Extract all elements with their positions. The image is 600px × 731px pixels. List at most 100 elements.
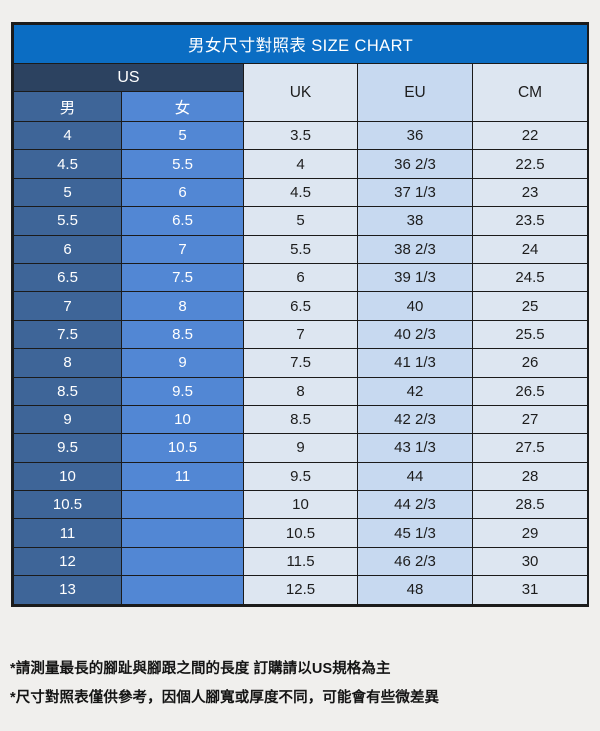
cell-uk: 7 xyxy=(243,319,358,350)
cell-eu: 42 2/3 xyxy=(357,404,473,435)
cell-eu: 39 1/3 xyxy=(357,262,473,293)
cell-eu: 40 2/3 xyxy=(357,319,473,350)
cell-men: 6.5 xyxy=(13,262,122,293)
table-row: 10.5 10 44 2/3 28.5 xyxy=(13,490,589,520)
cell-uk: 3.5 xyxy=(243,120,358,151)
cell-cm: 27.5 xyxy=(471,433,589,463)
cell-cm: 22 xyxy=(471,120,589,151)
column-header-men: 男 xyxy=(13,91,122,122)
column-group-us: US xyxy=(13,63,244,92)
cell-cm: 23.5 xyxy=(471,206,589,236)
cell-eu: 38 2/3 xyxy=(357,234,473,264)
cell-cm: 26.5 xyxy=(471,376,589,406)
footnotes: *請測量最長的腳趾與腳跟之間的長度 訂購請以US規格為主 *尺寸對照表僅供參考，… xyxy=(10,655,594,713)
table-row: 7.5 8.5 7 40 2/3 25.5 xyxy=(13,319,589,350)
cell-cm: 31 xyxy=(471,575,589,605)
cell-eu: 46 2/3 xyxy=(357,546,473,577)
table-row: 4 5 3.5 36 22 xyxy=(13,120,589,151)
cell-cm: 28 xyxy=(471,461,589,492)
cell-men: 7 xyxy=(13,291,122,321)
cell-women: 11 xyxy=(121,461,244,492)
footnote-reference: *尺寸對照表僅供參考，因個人腳寬或厚度不同，可能會有些微差異 xyxy=(10,690,440,706)
cell-women: 6.5 xyxy=(121,206,244,236)
cell-uk: 8.5 xyxy=(243,404,358,435)
cell-men: 9.5 xyxy=(13,433,122,463)
cell-men: 4.5 xyxy=(13,149,122,179)
cell-men: 7.5 xyxy=(13,319,122,350)
cell-eu: 42 xyxy=(357,376,473,406)
cell-men: 5.5 xyxy=(13,206,122,236)
page-title: 男女尺寸對照表 SIZE CHART xyxy=(12,24,589,64)
title-row: 男女尺寸對照表 SIZE CHART xyxy=(12,24,589,64)
cell-men: 8 xyxy=(13,348,122,378)
cell-eu: 43 1/3 xyxy=(357,433,473,463)
cell-uk: 7.5 xyxy=(243,348,358,378)
cell-eu: 38 xyxy=(357,206,473,236)
cell-men: 9 xyxy=(13,404,122,435)
cell-men: 10.5 xyxy=(13,490,122,520)
column-header-uk: UK xyxy=(243,63,358,122)
cell-cm: 24.5 xyxy=(471,262,589,293)
cell-eu: 41 1/3 xyxy=(357,348,473,378)
cell-uk: 9 xyxy=(243,433,358,463)
cell-women: 9.5 xyxy=(121,376,244,406)
table-head: 男女尺寸對照表 SIZE CHART US UK EU CM 男 女 xyxy=(12,24,589,122)
cell-eu: 44 2/3 xyxy=(357,490,473,520)
cell-women: 5.5 xyxy=(121,149,244,179)
column-header-women: 女 xyxy=(121,91,244,122)
cell-cm: 22.5 xyxy=(471,149,589,179)
column-header-cm: CM xyxy=(471,63,589,122)
table-row: 4.5 5.5 4 36 2/3 22.5 xyxy=(13,149,589,179)
cell-women: 9 xyxy=(121,348,244,378)
size-chart-table-container: 男女尺寸對照表 SIZE CHART US UK EU CM 男 女 4 5 3.5… xyxy=(11,22,589,607)
cell-women xyxy=(121,518,244,548)
cell-uk: 11.5 xyxy=(243,546,358,577)
cell-women xyxy=(121,546,244,577)
cell-eu: 48 xyxy=(357,575,473,605)
column-header-eu: EU xyxy=(357,63,473,122)
cell-cm: 30 xyxy=(471,546,589,577)
cell-men: 10 xyxy=(13,461,122,492)
cell-uk: 6 xyxy=(243,262,358,293)
cell-eu: 45 1/3 xyxy=(357,518,473,548)
table-row: 5.5 6.5 5 38 23.5 xyxy=(13,206,589,236)
sub-header-row: 男 女 xyxy=(13,91,588,122)
cell-uk: 5 xyxy=(243,206,358,236)
table-row: 9 10 8.5 42 2/3 27 xyxy=(13,404,589,435)
table-row: 5 6 4.5 37 1/3 23 xyxy=(13,177,589,208)
cell-uk: 6.5 xyxy=(243,291,358,321)
cell-women: 6 xyxy=(121,177,244,208)
cell-eu: 36 xyxy=(357,120,473,151)
cell-men: 13 xyxy=(13,575,122,605)
group-header-row: US UK EU CM xyxy=(13,63,589,122)
cell-cm: 26 xyxy=(471,348,589,378)
cell-uk: 4 xyxy=(243,149,358,179)
cell-cm: 25.5 xyxy=(471,319,589,350)
table-row: 6.5 7.5 6 39 1/3 24.5 xyxy=(13,262,589,293)
cell-eu: 36 2/3 xyxy=(357,149,473,179)
cell-uk: 4.5 xyxy=(243,177,358,208)
footnote-measure: *請測量最長的腳趾與腳跟之間的長度 訂購請以US規格為主 xyxy=(10,661,391,677)
cell-women xyxy=(121,490,244,520)
cell-cm: 23 xyxy=(471,177,589,208)
cell-women: 7.5 xyxy=(121,262,244,293)
cell-cm: 25 xyxy=(471,291,589,321)
cell-cm: 27 xyxy=(471,404,589,435)
cell-women: 10 xyxy=(121,404,244,435)
table-row: 13 12.5 48 31 xyxy=(13,575,589,605)
cell-men: 5 xyxy=(13,177,122,208)
cell-uk: 5.5 xyxy=(243,234,358,264)
cell-cm: 29 xyxy=(471,518,589,548)
cell-uk: 9.5 xyxy=(243,461,358,492)
table-row: 8.5 9.5 8 42 26.5 xyxy=(13,376,589,406)
cell-cm: 24 xyxy=(471,234,589,264)
cell-uk: 10 xyxy=(243,490,358,520)
size-chart-table: 男女尺寸對照表 SIZE CHART US UK EU CM 男 女 4 5 3.5… xyxy=(12,24,589,605)
cell-uk: 12.5 xyxy=(243,575,358,605)
table-row: 12 11.5 46 2/3 30 xyxy=(13,546,589,577)
cell-women: 10.5 xyxy=(121,433,244,463)
table-row: 9.5 10.5 9 43 1/3 27.5 xyxy=(13,433,589,463)
cell-uk: 8 xyxy=(243,376,358,406)
cell-women: 7 xyxy=(121,234,244,264)
